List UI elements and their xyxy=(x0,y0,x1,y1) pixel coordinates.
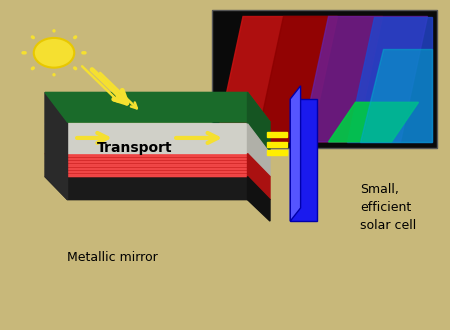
Polygon shape xyxy=(45,92,270,122)
Bar xyxy=(212,10,436,149)
Polygon shape xyxy=(45,171,248,172)
Polygon shape xyxy=(302,16,427,142)
Polygon shape xyxy=(45,168,248,169)
Text: Metallic mirror: Metallic mirror xyxy=(67,251,158,264)
Polygon shape xyxy=(216,16,338,142)
Bar xyxy=(267,142,287,147)
Polygon shape xyxy=(45,153,270,177)
Polygon shape xyxy=(290,99,317,221)
Bar xyxy=(267,150,287,155)
Bar xyxy=(267,132,287,137)
Polygon shape xyxy=(45,177,270,200)
Polygon shape xyxy=(45,92,68,200)
Polygon shape xyxy=(45,174,248,176)
Polygon shape xyxy=(45,164,248,166)
Text: Small,
efficient
solar cell: Small, efficient solar cell xyxy=(360,183,416,232)
Polygon shape xyxy=(45,154,248,156)
Circle shape xyxy=(34,38,74,68)
Polygon shape xyxy=(45,124,270,153)
Text: Transport: Transport xyxy=(97,141,173,155)
Polygon shape xyxy=(256,16,382,142)
Polygon shape xyxy=(45,161,248,162)
Polygon shape xyxy=(248,124,270,177)
Polygon shape xyxy=(290,86,301,221)
Polygon shape xyxy=(328,102,418,142)
Polygon shape xyxy=(346,16,432,142)
Polygon shape xyxy=(360,50,432,142)
Polygon shape xyxy=(248,177,270,221)
Polygon shape xyxy=(248,153,270,200)
Polygon shape xyxy=(45,158,248,159)
Polygon shape xyxy=(248,92,270,153)
